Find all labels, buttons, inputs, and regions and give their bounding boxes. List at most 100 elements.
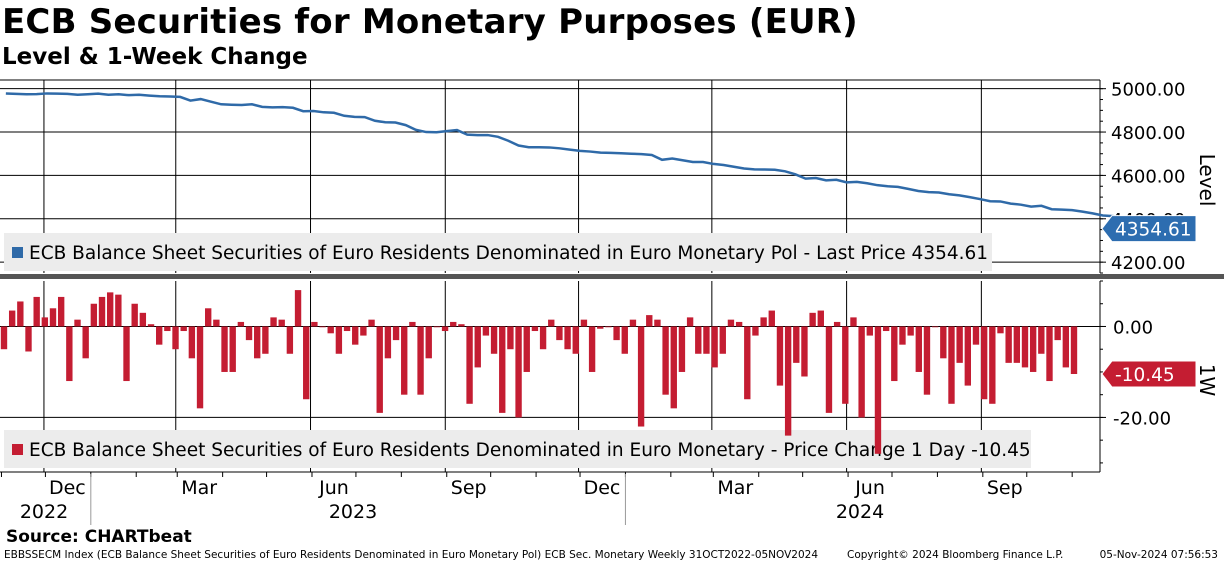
change-bar [82, 326, 89, 359]
change-bar [940, 326, 947, 359]
change-bar [319, 326, 326, 328]
level-legend-swatch [12, 247, 23, 258]
change-bar [523, 326, 530, 372]
change-bar [548, 319, 555, 327]
change-bar [686, 317, 694, 327]
change-bar [784, 326, 792, 436]
change-bar [850, 317, 857, 327]
change-bar [205, 308, 212, 327]
change-legend-box [4, 430, 1031, 468]
change-bar [613, 326, 620, 341]
change-bar [1013, 326, 1021, 363]
change-bar [90, 303, 98, 327]
change-bar [678, 326, 686, 372]
change-bar [368, 319, 375, 327]
change-legend-text: ECB Balance Sheet Securities of Euro Res… [29, 440, 1031, 461]
x-year-label: 2024 [836, 501, 884, 523]
change-bar [98, 296, 106, 327]
chart-title: ECB Securities for Monetary Purposes (EU… [2, 2, 858, 42]
change-bar [597, 326, 604, 329]
change-bar [809, 312, 816, 327]
change-bar [964, 326, 971, 386]
change-bar [997, 326, 1004, 334]
change-bar [270, 317, 277, 327]
change-bar [621, 326, 628, 354]
x-month-label: Mar [181, 477, 217, 499]
change-bar [433, 326, 441, 328]
change-bar [25, 326, 32, 352]
change-bar [711, 326, 718, 368]
change-bar [352, 326, 359, 345]
change-bar [229, 326, 236, 372]
change-bar [629, 319, 637, 327]
change-bar [744, 326, 751, 400]
change-bar [49, 308, 57, 327]
change-bar [327, 326, 334, 334]
level-last-value-tag-text: 4354.61 [1115, 220, 1192, 241]
level-last-value-tag-box [1101, 215, 1197, 243]
footer-index-description: EBBSSECM Index (ECB Balance Sheet Securi… [4, 549, 819, 561]
level-y-tick-label: 4600.00 [1111, 166, 1185, 187]
change-bar [931, 326, 939, 328]
footer-copyright: Copyright© 2024 Bloomberg Finance L.P. [847, 549, 1064, 561]
change-bar [131, 303, 138, 327]
change-bar [580, 319, 588, 327]
change-bar [1046, 326, 1053, 382]
change-bar [1054, 326, 1061, 341]
change-bar [564, 326, 571, 350]
change-bar [572, 326, 579, 354]
change-bar [588, 326, 596, 372]
change-bar [474, 326, 481, 368]
change-y-tick-label: -20.00 [1113, 408, 1171, 429]
change-bar [123, 326, 130, 382]
change-bar [343, 326, 351, 332]
change-bar [466, 326, 473, 404]
change-bar [776, 326, 784, 386]
change-last-value-tag-text: -10.45 [1115, 365, 1175, 386]
change-bar [0, 326, 8, 350]
change-y-tick-label: 0.00 [1113, 317, 1153, 338]
change-bar [417, 326, 424, 395]
change-legend-swatch [12, 444, 23, 455]
change-bar [654, 319, 661, 327]
x-month-label: Dec [49, 477, 86, 499]
change-bar [115, 294, 122, 327]
change-bar [695, 326, 702, 354]
change-bar [221, 326, 228, 372]
change-bar [1005, 326, 1012, 363]
x-month-label: Jun [854, 477, 885, 499]
change-bar [703, 326, 710, 354]
footer-timestamp: 05-Nov-2024 07:56:53 [1099, 549, 1218, 561]
change-bar [180, 326, 187, 332]
change-bar [360, 326, 367, 336]
change-bar [409, 321, 416, 327]
change-bar [335, 326, 343, 354]
change-bar [311, 321, 318, 327]
change-bar [490, 326, 498, 354]
change-bar [1021, 326, 1029, 368]
change-bar [556, 326, 563, 341]
change-bar [670, 326, 677, 409]
level-y-axis-label: Level [1195, 154, 1219, 207]
change-bar [482, 326, 490, 336]
change-bar [760, 317, 767, 327]
change-bar [539, 326, 547, 350]
change-bar [874, 326, 882, 454]
change-bar [735, 321, 743, 327]
change-bar [907, 326, 914, 336]
change-bar [33, 296, 40, 327]
change-bar [833, 321, 841, 327]
change-bar [515, 326, 522, 418]
change-bar [156, 326, 163, 345]
change-bar [923, 326, 931, 395]
change-bar [458, 324, 465, 327]
change-bar [768, 310, 775, 327]
change-bar [507, 326, 514, 350]
change-bar [303, 326, 310, 400]
change-bar [254, 326, 261, 359]
change-bar [384, 326, 392, 359]
change-bar [245, 326, 253, 341]
change-bar [74, 319, 81, 327]
x-year-label: 2023 [329, 501, 377, 523]
